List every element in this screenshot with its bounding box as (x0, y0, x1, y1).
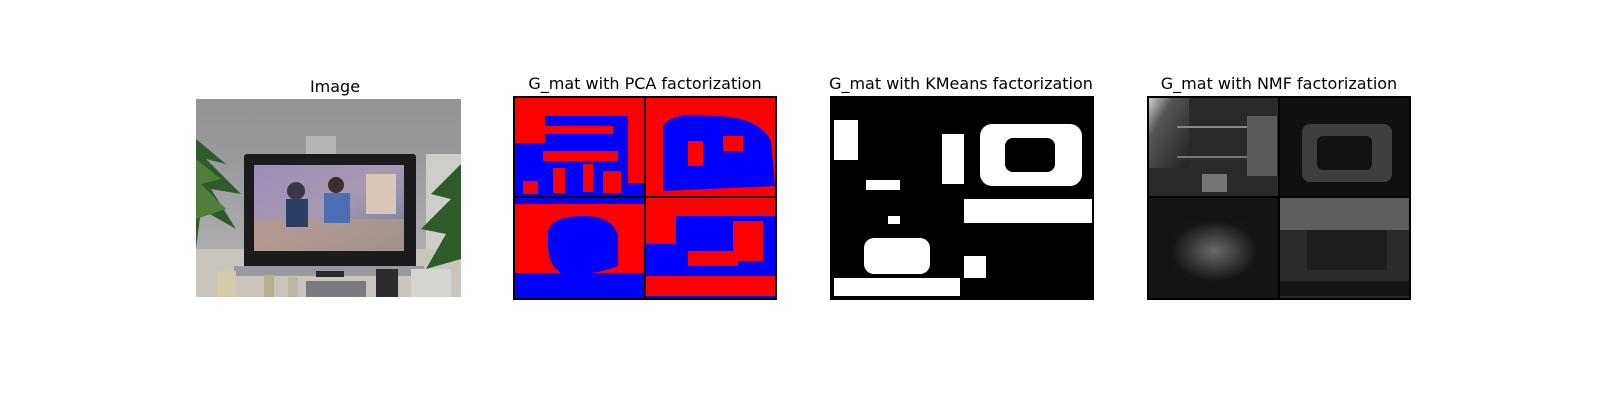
kmeans-quadrant-bottom-right (964, 199, 1092, 278)
kmeans-quadrant-top-left (834, 120, 964, 190)
pca-panel (513, 96, 777, 300)
panel-title-kmeans: G_mat with KMeans factorization (829, 74, 1093, 93)
pca-quadrant-top-left (515, 98, 644, 196)
nmf-panel (1147, 96, 1411, 300)
panel-title-image: Image (309, 77, 361, 96)
pca-quadrant-bottom-right (646, 198, 775, 298)
image-panel (196, 99, 461, 297)
kmeans-panel (830, 96, 1094, 300)
panel-title-nmf: G_mat with NMF factorization (1160, 74, 1398, 93)
kmeans-heatmap (830, 96, 1094, 300)
pca-quadrant-bottom-left (515, 198, 644, 298)
nmf-heatmap (1147, 96, 1411, 300)
nmf-quadrant-bottom-left (1149, 198, 1278, 298)
kmeans-quadrant-top-right (980, 124, 1082, 186)
pca-quadrant-top-right (646, 98, 775, 196)
photo-image (196, 99, 461, 297)
nmf-quadrant-top-left (1149, 98, 1278, 196)
pca-heatmap (513, 96, 777, 300)
kmeans-quadrant-bottom-left (834, 216, 960, 296)
panel-title-pca: G_mat with PCA factorization (528, 74, 762, 93)
nmf-quadrant-top-right (1280, 98, 1409, 196)
nmf-quadrant-bottom-right (1280, 198, 1409, 298)
